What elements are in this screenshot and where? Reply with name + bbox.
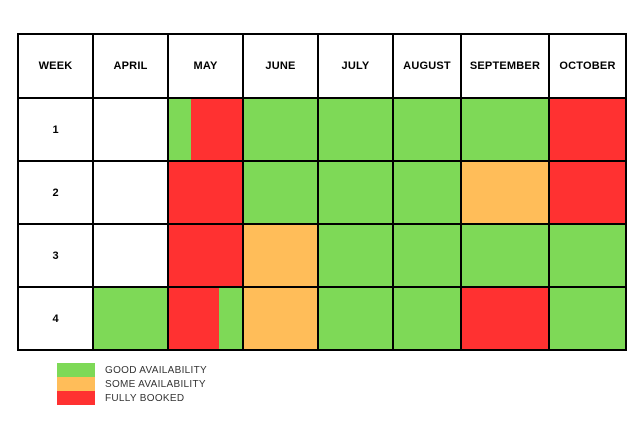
cell-week3-october <box>548 223 627 288</box>
availability-some <box>244 288 317 349</box>
legend-item-some: SOME AVAILABILITY <box>57 377 207 391</box>
availability-good <box>550 225 625 286</box>
table-row: 2 <box>17 160 627 225</box>
header-july: JULY <box>317 33 394 99</box>
availability-good <box>218 288 242 349</box>
availability-good <box>319 225 392 286</box>
cell-week4-august <box>392 286 462 351</box>
availability-good <box>462 99 548 160</box>
week-label: 2 <box>17 160 94 225</box>
availability-good <box>394 162 460 223</box>
availability-good <box>94 288 167 349</box>
availability-some <box>244 225 317 286</box>
cell-week4-june <box>242 286 319 351</box>
cell-week1-june <box>242 97 319 162</box>
cell-week1-may <box>167 97 244 162</box>
legend-label: SOME AVAILABILITY <box>105 378 206 390</box>
availability-some <box>462 162 548 223</box>
header-may: MAY <box>167 33 244 99</box>
cell-week2-july <box>317 160 394 225</box>
availability-none <box>94 162 167 223</box>
header-october: OCTOBER <box>548 33 627 99</box>
cell-week4-april <box>92 286 169 351</box>
cell-week1-october <box>548 97 627 162</box>
availability-good <box>394 99 460 160</box>
cell-week3-april <box>92 223 169 288</box>
availability-good <box>244 99 317 160</box>
cell-week3-september <box>460 223 550 288</box>
availability-good <box>394 225 460 286</box>
header-september: SEPTEMBER <box>460 33 550 99</box>
cell-week4-september <box>460 286 550 351</box>
cell-week3-august <box>392 223 462 288</box>
cell-week2-august <box>392 160 462 225</box>
availability-table: WEEK APRIL MAY JUNE JULY AUGUST SEPTEMBE… <box>17 33 627 351</box>
header-august: AUGUST <box>392 33 462 99</box>
legend-swatch <box>57 391 95 405</box>
cell-week3-june <box>242 223 319 288</box>
cell-week1-august <box>392 97 462 162</box>
cell-week3-july <box>317 223 394 288</box>
cell-week4-october <box>548 286 627 351</box>
cell-week4-may <box>167 286 244 351</box>
availability-booked <box>550 99 625 160</box>
availability-none <box>94 99 167 160</box>
table-row: 4 <box>17 286 627 351</box>
availability-good <box>169 99 191 160</box>
cell-week3-may <box>167 223 244 288</box>
header-row: WEEK APRIL MAY JUNE JULY AUGUST SEPTEMBE… <box>17 33 627 99</box>
legend-label: GOOD AVAILABILITY <box>105 364 207 376</box>
cell-week1-april <box>92 97 169 162</box>
cell-week1-july <box>317 97 394 162</box>
availability-good <box>244 162 317 223</box>
availability-good <box>319 99 392 160</box>
legend-label: FULLY BOOKED <box>105 392 185 404</box>
legend: GOOD AVAILABILITY SOME AVAILABILITY FULLY … <box>57 363 207 405</box>
header-april: APRIL <box>92 33 169 99</box>
availability-good <box>550 288 625 349</box>
week-label: 4 <box>17 286 94 351</box>
cell-week2-october <box>548 160 627 225</box>
week-label: 3 <box>17 223 94 288</box>
availability-good <box>319 288 392 349</box>
cell-week1-september <box>460 97 550 162</box>
cell-week2-april <box>92 160 169 225</box>
cell-week2-may <box>167 160 244 225</box>
availability-booked <box>550 162 625 223</box>
header-week: WEEK <box>17 33 94 99</box>
header-june: JUNE <box>242 33 319 99</box>
availability-booked <box>462 288 548 349</box>
availability-booked <box>190 99 242 160</box>
cell-week4-july <box>317 286 394 351</box>
availability-booked <box>169 225 242 286</box>
availability-good <box>394 288 460 349</box>
cell-week2-september <box>460 160 550 225</box>
table-row: 3 <box>17 223 627 288</box>
legend-swatch <box>57 377 95 391</box>
table-row: 1 <box>17 97 627 162</box>
legend-item-good: GOOD AVAILABILITY <box>57 363 207 377</box>
week-label: 1 <box>17 97 94 162</box>
cell-week2-june <box>242 160 319 225</box>
availability-booked <box>169 288 219 349</box>
legend-swatch <box>57 363 95 377</box>
legend-item-booked: FULLY BOOKED <box>57 391 207 405</box>
availability-good <box>319 162 392 223</box>
availability-booked <box>169 162 242 223</box>
availability-none <box>94 225 167 286</box>
availability-good <box>462 225 548 286</box>
